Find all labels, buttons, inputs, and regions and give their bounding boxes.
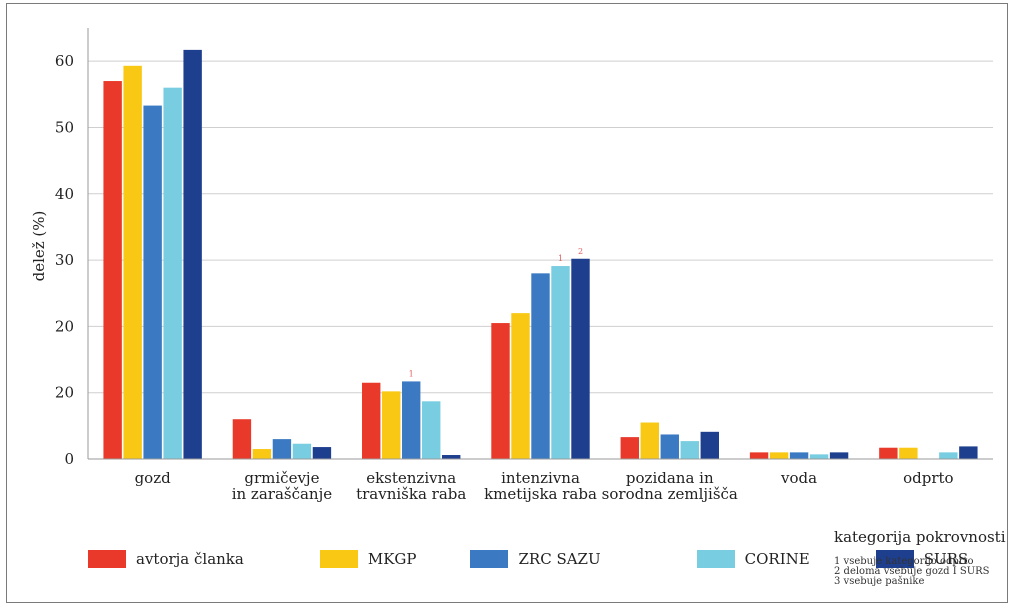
note-2: 2 deloma vsebuje gozd I SURS xyxy=(834,566,990,577)
footnote-marker: 1 xyxy=(409,369,414,378)
y-tick-label: 30 xyxy=(55,251,74,269)
bar xyxy=(103,81,122,460)
category-label: intenzivna xyxy=(501,469,580,487)
bar xyxy=(829,452,849,459)
category-label: in zaraščanje xyxy=(232,485,333,503)
category-label: grmičevje xyxy=(244,469,319,487)
bar xyxy=(382,391,401,459)
bar xyxy=(789,452,809,459)
bar xyxy=(939,452,958,459)
y-tick-label: 50 xyxy=(55,118,74,136)
bar xyxy=(769,452,789,459)
note-3: 3 vsebuje pašnike xyxy=(834,576,925,587)
footnote-markers: 1 1 2 xyxy=(409,247,583,379)
legend-item: avtorja članka xyxy=(88,550,244,568)
legend-label: CORINE xyxy=(744,550,810,568)
bar xyxy=(899,447,918,459)
note-1: 1 vsebuje kategorijo odprto xyxy=(834,556,974,567)
y-tick-label: 20 xyxy=(55,317,74,335)
footnote-marker: 1 xyxy=(558,254,563,263)
legend-swatch xyxy=(88,550,126,568)
bars xyxy=(103,49,978,460)
legend-item: ZRC SAZU xyxy=(470,550,601,568)
bar xyxy=(809,454,829,459)
legend-swatch xyxy=(470,550,509,568)
gridlines xyxy=(88,60,993,394)
bar xyxy=(402,381,421,459)
y-tick-label: 40 xyxy=(55,185,74,203)
y-axis-label: delež (%) xyxy=(30,211,48,282)
bar xyxy=(640,422,659,459)
y-tick-label: 60 xyxy=(55,52,74,70)
legend-item: SURS xyxy=(875,550,969,568)
category-label: gozd xyxy=(135,469,172,487)
y-tick-label: 20 xyxy=(55,384,74,402)
chart-frame xyxy=(6,3,1008,603)
bar xyxy=(660,434,679,459)
bar xyxy=(143,105,162,459)
category-label: ekstenzivna xyxy=(366,469,456,487)
bar xyxy=(620,437,639,459)
bar xyxy=(491,323,510,459)
bar xyxy=(252,449,272,459)
bar xyxy=(362,382,381,459)
bar xyxy=(272,439,292,459)
legend-swatch xyxy=(696,550,735,568)
category-label: sorodna zemljišča xyxy=(602,485,738,503)
bar xyxy=(700,431,719,459)
bar xyxy=(123,65,142,460)
bar xyxy=(749,452,769,459)
legend-item: CORINE xyxy=(696,550,810,568)
bar xyxy=(531,273,550,459)
bar xyxy=(442,455,461,459)
bar xyxy=(959,446,978,459)
legend-label: MKGP xyxy=(367,550,417,568)
legend-swatch xyxy=(875,550,914,568)
bar xyxy=(680,441,699,459)
bar xyxy=(163,87,182,459)
y-tick-label: 0 xyxy=(64,450,74,468)
legend-title: kategorija pokrovnosti xyxy=(834,528,1006,546)
bar xyxy=(551,266,570,459)
legend-label: SURS xyxy=(923,550,969,568)
bar xyxy=(422,401,441,459)
legend-item: MKGP xyxy=(319,550,417,568)
category-label: pozidana in xyxy=(626,469,714,487)
legend-label: avtorja članka xyxy=(136,550,244,568)
category-label: odprto xyxy=(903,469,953,487)
y-tick-labels: 0 20 20 30 40 50 60 xyxy=(55,52,74,468)
bar xyxy=(183,49,202,460)
legend-swatch xyxy=(319,550,358,568)
bar xyxy=(232,419,252,459)
category-label: travniška raba xyxy=(356,485,466,503)
bar xyxy=(571,258,590,459)
category-label: kmetijska raba xyxy=(484,485,597,503)
bar xyxy=(879,447,898,459)
category-label: voda xyxy=(780,469,817,487)
bar xyxy=(511,313,530,459)
legend: avtorja članka MKGP ZRC SAZU CORINE SURS xyxy=(88,550,968,568)
legend-label: ZRC SAZU xyxy=(518,550,601,568)
bar xyxy=(292,443,312,459)
bar xyxy=(312,447,332,459)
footnote-marker: 2 xyxy=(578,247,583,256)
